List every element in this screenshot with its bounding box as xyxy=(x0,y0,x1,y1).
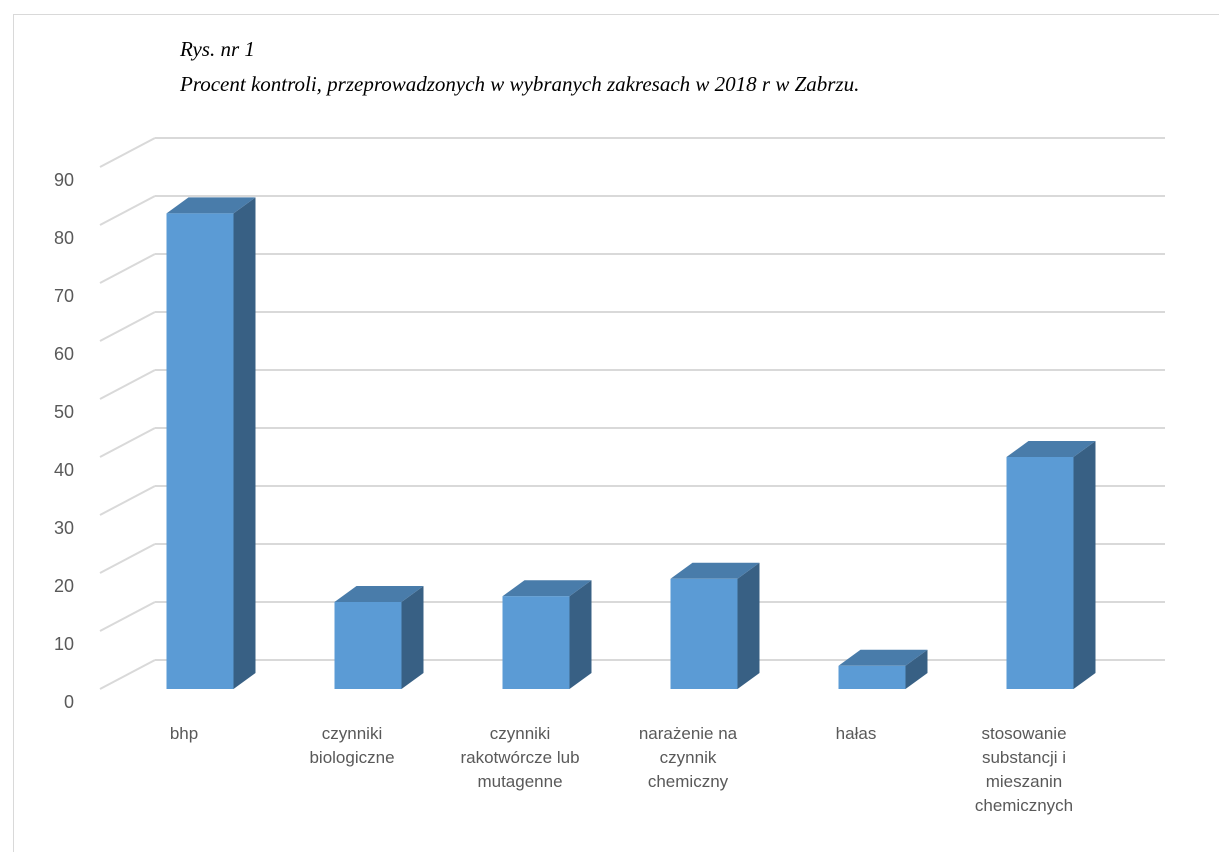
y-tick-label: 70 xyxy=(54,286,74,306)
bar-side xyxy=(569,580,592,689)
bar xyxy=(334,602,402,689)
bar-top xyxy=(838,649,928,666)
bar-top xyxy=(166,197,256,214)
grid-line xyxy=(99,369,156,400)
grid-line xyxy=(99,137,156,168)
y-tick-label: 50 xyxy=(54,402,74,422)
bar xyxy=(670,578,738,689)
x-tick-label: czynniki rakotwórcze lub mutagenne xyxy=(460,724,580,791)
grid-line xyxy=(99,485,156,516)
x-tick-label: czynniki biologiczne xyxy=(309,724,395,767)
y-tick-label: 40 xyxy=(54,460,74,480)
grid-line xyxy=(99,543,156,574)
y-tick-label: 20 xyxy=(54,576,74,596)
grid-line xyxy=(99,311,156,342)
bar-side xyxy=(233,197,256,689)
grid-line xyxy=(99,659,156,690)
chart-title: Rys. nr 1 xyxy=(179,37,255,61)
bar-top xyxy=(1006,441,1096,457)
grid-line xyxy=(99,195,156,226)
y-tick-label: 30 xyxy=(54,518,74,538)
bar xyxy=(838,665,906,689)
y-tick-label: 60 xyxy=(54,344,74,364)
x-tick-label: hałas xyxy=(835,724,877,743)
y-tick-label: 80 xyxy=(54,228,74,248)
bar xyxy=(502,596,570,689)
chart-subtitle: Procent kontroli, przeprowadzonych w wyb… xyxy=(179,72,859,96)
chart-frame xyxy=(13,14,1219,852)
grid-line xyxy=(99,427,156,458)
bar xyxy=(166,213,234,689)
bar xyxy=(1006,457,1074,689)
x-tick-label: stosowanie substancji i mieszanin chemic… xyxy=(974,724,1074,815)
x-tick-label: bhp xyxy=(169,724,199,743)
bar-top xyxy=(334,586,424,602)
bar-top xyxy=(502,580,592,597)
y-tick-label: 10 xyxy=(54,634,74,654)
grid-line xyxy=(99,253,156,284)
bar-top xyxy=(670,562,760,579)
bar-side xyxy=(401,586,424,689)
y-tick-label: 90 xyxy=(54,170,74,190)
y-tick-label: 0 xyxy=(64,692,74,712)
bar-side xyxy=(1073,441,1096,689)
x-tick-label: narażenie na czynnik chemiczny xyxy=(638,724,738,791)
bar-side xyxy=(905,649,928,689)
bar-side xyxy=(737,562,760,689)
grid-line xyxy=(99,601,156,632)
